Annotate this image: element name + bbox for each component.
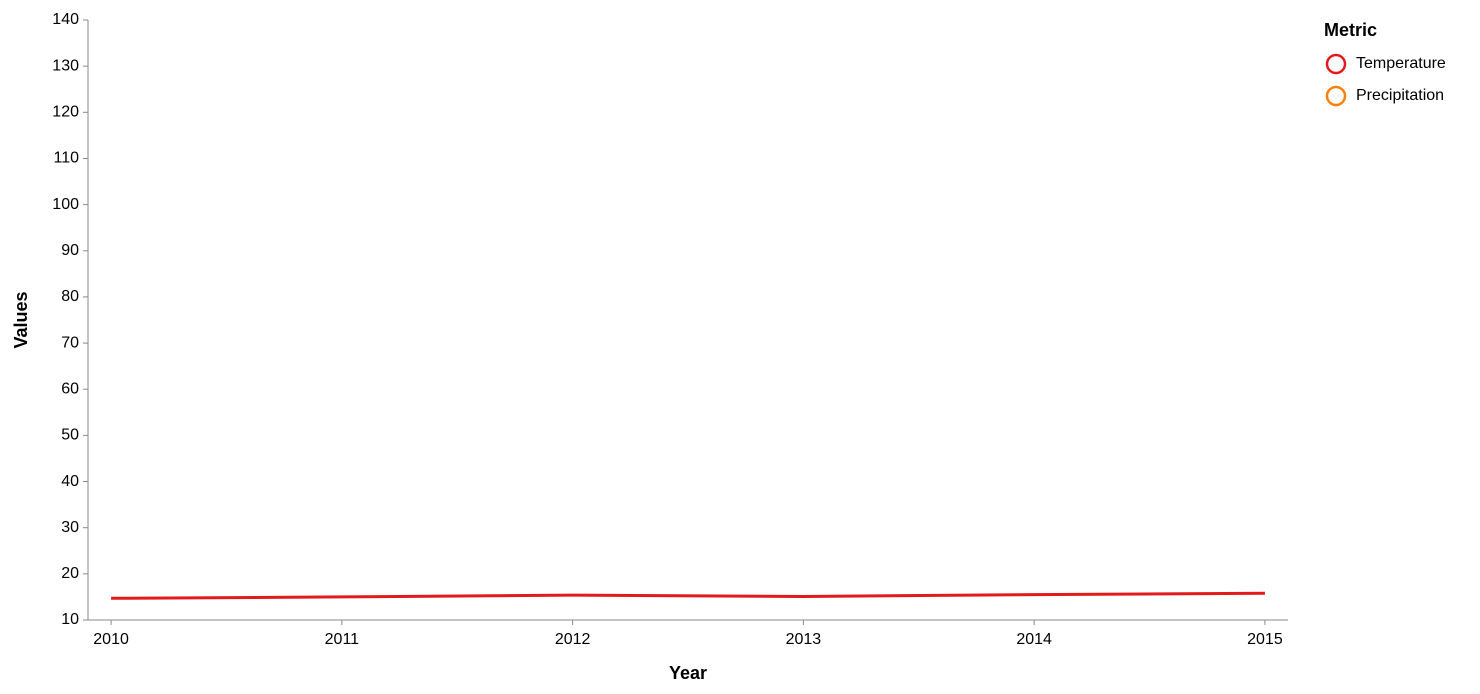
y-tick-label: 120 [52, 104, 79, 121]
x-axis-label: Year [669, 663, 707, 683]
y-tick-label: 90 [61, 242, 79, 259]
y-tick-label: 130 [52, 57, 79, 74]
x-tick-label: 2011 [325, 631, 360, 648]
y-tick-label: 10 [61, 611, 79, 628]
x-tick-label: 2013 [786, 631, 822, 648]
legend-title: Metric [1324, 20, 1377, 40]
y-tick-label: 110 [53, 150, 79, 167]
legend-symbol [1325, 53, 1347, 75]
y-tick-label: 100 [52, 196, 79, 213]
x-tick-label: 2014 [1016, 631, 1052, 648]
legend-label: Precipitation [1356, 87, 1444, 104]
y-tick-label: 60 [61, 380, 79, 397]
series-line [111, 591, 1265, 600]
x-tick-label: 2012 [555, 631, 591, 648]
y-tick-label: 40 [61, 473, 79, 490]
y-tick-label: 140 [52, 11, 79, 28]
x-tick-label: 2010 [93, 631, 129, 648]
y-tick-label: 80 [61, 288, 79, 305]
legend-symbol [1325, 85, 1347, 107]
y-tick-label: 30 [61, 519, 79, 536]
legend-label: Temperature [1356, 55, 1446, 72]
y-tick-label: 50 [61, 427, 79, 444]
y-tick-label: 20 [61, 565, 79, 582]
y-axis-label: Values [11, 291, 31, 348]
x-tick-label: 2015 [1247, 631, 1283, 648]
y-tick-label: 70 [61, 334, 79, 351]
